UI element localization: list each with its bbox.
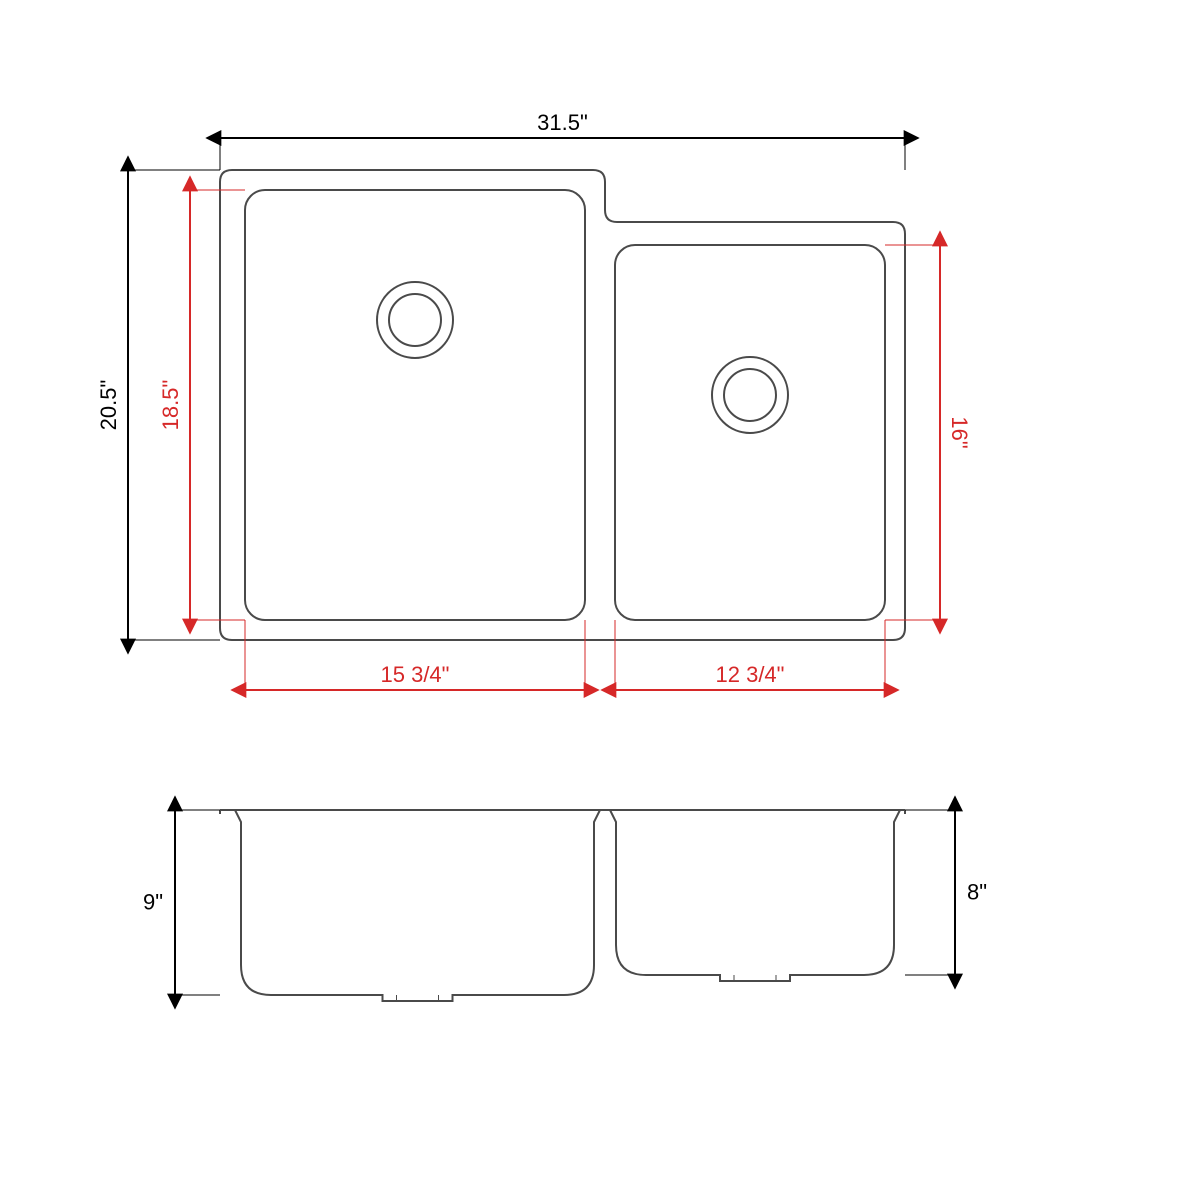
side-left-bowl <box>235 810 600 1001</box>
overall-height-label: 20.5" <box>96 380 121 431</box>
depth-left-label: 9" <box>143 890 163 915</box>
sink-outer-outline <box>220 170 905 640</box>
left-basin-h-label: 18.5" <box>158 380 183 431</box>
right-basin-h-label: 16" <box>947 416 972 448</box>
depth-right-label: 8" <box>967 880 987 905</box>
overall-width-label: 31.5" <box>537 110 588 135</box>
left-basin-w-label: 15 3/4" <box>381 662 450 687</box>
sink-dimension-drawing: 31.5" 20.5" 18.5" 16" 15 3/4" 12 3/4" 9" 8" <box>0 0 1200 1200</box>
right-basin-w-label: 12 3/4" <box>716 662 785 687</box>
side-right-bowl <box>610 810 900 981</box>
